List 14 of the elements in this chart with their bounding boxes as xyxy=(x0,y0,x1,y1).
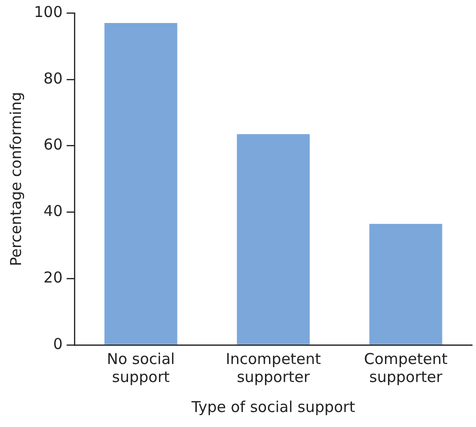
y-tick-label: 20 xyxy=(44,268,63,286)
y-tick-label: 40 xyxy=(44,202,63,220)
bar xyxy=(104,22,178,344)
bar xyxy=(236,134,310,344)
y-tick-label: 100 xyxy=(34,2,63,21)
x-axis-title: Type of social support xyxy=(190,398,356,416)
y-axis-title: Percentage conforming xyxy=(6,92,25,266)
y-tick-label: 80 xyxy=(44,69,63,88)
x-tick-label: No social support xyxy=(106,350,175,386)
y-tick-label: 0 xyxy=(53,334,63,353)
x-tick-label: Competent supporter xyxy=(364,350,448,386)
bar xyxy=(369,224,442,344)
x-tick-label: Incompetent supporter xyxy=(226,350,322,386)
y-tick-label: 60 xyxy=(44,136,63,154)
